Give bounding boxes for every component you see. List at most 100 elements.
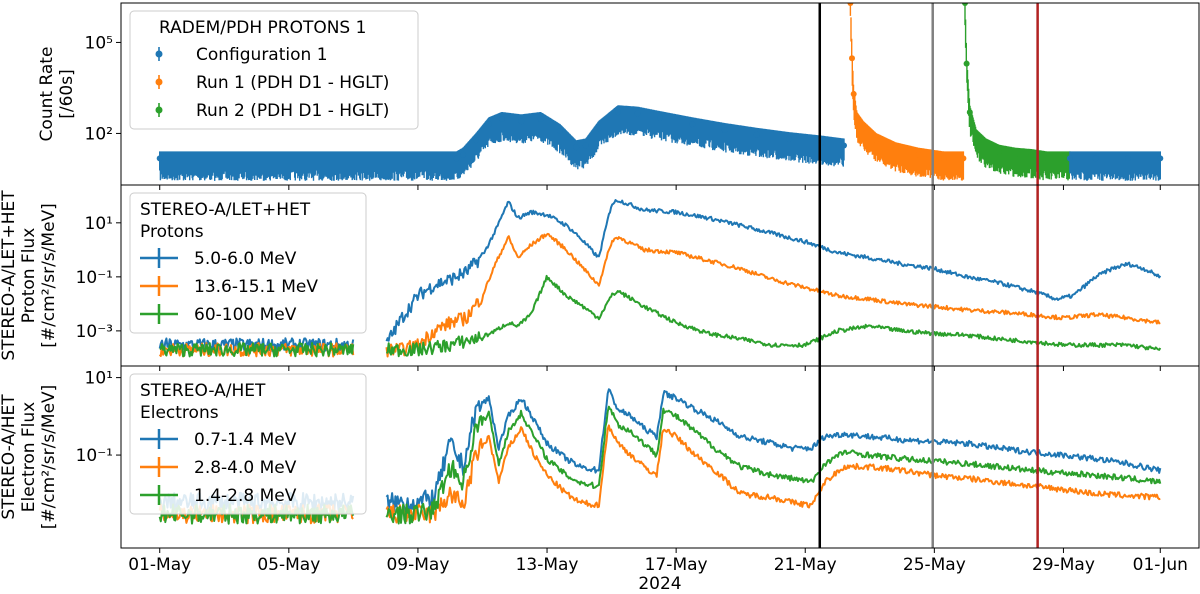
y-axis-label: [#/cm²/sr/s/MeV] <box>39 203 59 348</box>
data-point <box>573 144 580 151</box>
legend-entry: Run 2 (PDH D1 - HGLT) <box>196 101 389 121</box>
x-tick-label: 09-May <box>386 555 449 575</box>
x-axis-year-label: 2024 <box>638 574 681 594</box>
data-point <box>556 128 563 134</box>
data-point <box>473 137 479 144</box>
data-point <box>485 121 492 128</box>
series-line <box>158 405 1162 525</box>
legend-entry: Run 1 (PDH D1 - HGLT) <box>196 73 389 93</box>
data-point <box>1125 155 1131 162</box>
data-point <box>615 109 621 116</box>
data-point <box>156 155 163 162</box>
legend-box <box>129 10 419 130</box>
data-point <box>1157 155 1164 162</box>
data-point <box>460 151 467 158</box>
data-point <box>1012 151 1018 158</box>
x-tick-label: 29-May <box>1032 555 1095 575</box>
series-line <box>159 274 1162 358</box>
panel-frame <box>120 365 1200 549</box>
legend-title: STEREO-A/LET+HET <box>140 200 311 220</box>
data-point <box>860 125 867 132</box>
data-point <box>995 148 1002 155</box>
data-point <box>453 155 460 162</box>
data-point <box>962 3 968 6</box>
x-tick-label: 01-Jun <box>1133 555 1188 575</box>
series-13-6-15-1-mev <box>158 232 1161 358</box>
data-point <box>518 118 525 125</box>
data-point <box>689 121 696 128</box>
y-axis-label: Proton Flux <box>19 228 39 324</box>
data-point <box>973 133 980 140</box>
legend-entry: 2.8-4.0 MeV <box>194 458 297 478</box>
data-point <box>1066 155 1073 162</box>
panel-plot-area <box>158 199 1162 358</box>
data-point <box>753 131 760 138</box>
chart-panels: 10² 10⁵ Count Rate [/60s] RADEM/PDH PROTONS … <box>0 2 1200 575</box>
data-point <box>1044 155 1051 162</box>
y-tick-label: 10⁻³ <box>76 322 113 342</box>
series-60-100-mev <box>159 274 1162 358</box>
x-tick-label: 17-May <box>645 555 708 575</box>
data-point <box>983 142 989 149</box>
y-tick-label: 10² <box>85 124 113 144</box>
data-point <box>966 109 973 116</box>
series-configuration-1 <box>156 105 847 181</box>
legend-title: RADEM/PDH PROTONS 1 <box>159 18 366 38</box>
data-point <box>853 116 860 122</box>
legend-entry: 5.0-6.0 MeV <box>194 249 297 269</box>
legend-entry: 13.6-15.1 MeV <box>194 277 318 297</box>
data-point <box>786 136 793 143</box>
series-errorbars <box>1069 151 1161 181</box>
x-tick-label: 13-May <box>516 555 579 575</box>
series-errorbars <box>964 3 1071 181</box>
series-run-2-pdh-d1-hglt- <box>962 3 1073 181</box>
data-point <box>892 146 899 153</box>
series-1-4-2-8-mev <box>158 405 1162 525</box>
data-point <box>915 151 922 158</box>
panel-plot-area <box>156 3 1164 181</box>
data-point <box>850 91 857 97</box>
y-tick-label: 10⁵ <box>85 33 113 53</box>
data-point <box>721 127 728 133</box>
data-point <box>657 115 663 122</box>
data-point <box>941 155 947 162</box>
data-point <box>582 142 589 149</box>
series-configuration-1-later- <box>1066 151 1164 181</box>
panel-top: 10² 10⁵ Count Rate [/60s] RADEM/PDH PROTONS … <box>37 2 1200 190</box>
y-axis-label: Count Rate <box>37 47 57 142</box>
panel-middle: 10¹ 10⁻¹ 10⁻³ STEREO-A/LET+HET Proton Flux [#… <box>0 184 1200 371</box>
x-tick-label: 01-May <box>128 555 191 575</box>
data-point <box>1092 155 1099 162</box>
legend-swatch <box>155 50 163 58</box>
legend-swatch <box>155 106 163 114</box>
x-tick-label: 21-May <box>774 555 837 575</box>
y-axis-label: STEREO-A/HET <box>0 394 19 520</box>
legend-box <box>129 373 367 515</box>
x-tick-label: 05-May <box>257 555 320 575</box>
series-errorbars <box>849 3 965 181</box>
y-tick-label: 10¹ <box>85 214 113 234</box>
y-axis-label: Electron Flux <box>19 402 39 512</box>
data-point <box>873 137 880 144</box>
legend-entry: 1.4-2.8 MeV <box>194 486 297 506</box>
data-point <box>963 60 970 67</box>
legend-title: STEREO-A/HET <box>140 381 266 401</box>
legend-box <box>129 192 367 334</box>
legend-title: Electrons <box>140 403 219 423</box>
y-axis-label: [#/cm²/sr/s/MeV] <box>39 385 59 530</box>
data-point <box>634 110 641 117</box>
y-tick-label: 10⁻¹ <box>76 446 113 466</box>
series-line <box>158 232 1161 358</box>
data-point <box>1028 153 1035 159</box>
legend-entry: Configuration 1 <box>196 45 328 65</box>
x-tick-label: 25-May <box>903 555 966 575</box>
y-tick-label: 10⁻¹ <box>76 268 113 288</box>
data-point <box>537 116 544 122</box>
data-point <box>847 3 854 6</box>
data-point <box>960 155 967 162</box>
legend-entry: 60-100 MeV <box>194 305 297 325</box>
y-tick-label: 10¹ <box>85 369 113 389</box>
series-run-1-pdh-d1-hglt- <box>847 3 967 181</box>
